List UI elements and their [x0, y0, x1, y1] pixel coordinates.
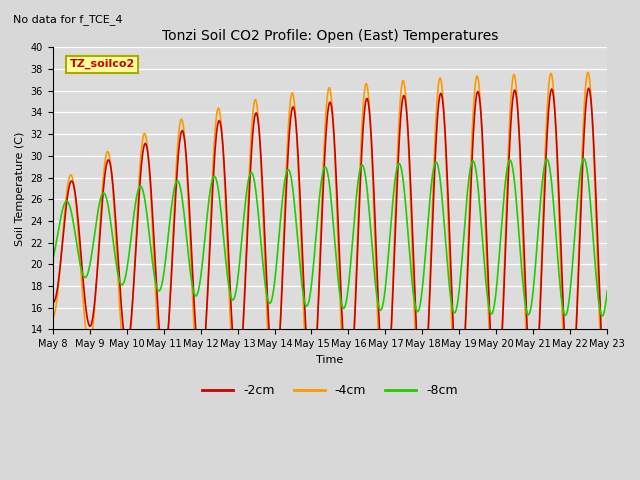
Text: TZ_soilco2: TZ_soilco2	[69, 59, 134, 69]
Y-axis label: Soil Temperature (C): Soil Temperature (C)	[15, 131, 25, 246]
Legend: -2cm, -4cm, -8cm: -2cm, -4cm, -8cm	[197, 379, 463, 402]
Text: No data for f_TCE_4: No data for f_TCE_4	[13, 14, 122, 25]
Title: Tonzi Soil CO2 Profile: Open (East) Temperatures: Tonzi Soil CO2 Profile: Open (East) Temp…	[162, 29, 498, 43]
X-axis label: Time: Time	[316, 355, 344, 365]
